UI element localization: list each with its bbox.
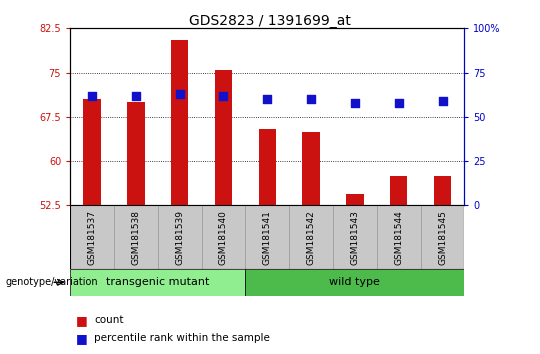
Text: GSM181543: GSM181543: [350, 210, 360, 265]
Bar: [158, 205, 201, 269]
Bar: [245, 269, 464, 296]
Point: [438, 98, 447, 104]
Text: transgenic mutant: transgenic mutant: [106, 277, 210, 287]
Point: [132, 93, 140, 98]
Point: [307, 96, 315, 102]
Bar: [421, 205, 464, 269]
Bar: [289, 205, 333, 269]
Bar: [70, 269, 245, 296]
Bar: [127, 102, 145, 205]
Bar: [114, 205, 158, 269]
Text: GSM181544: GSM181544: [394, 210, 403, 265]
Text: GDS2823 / 1391699_at: GDS2823 / 1391699_at: [189, 14, 351, 28]
Text: GSM181540: GSM181540: [219, 210, 228, 265]
Bar: [377, 205, 421, 269]
Text: ■: ■: [76, 332, 87, 344]
Point: [176, 91, 184, 97]
Text: GSM181538: GSM181538: [131, 210, 140, 266]
Bar: [434, 176, 451, 205]
Bar: [259, 129, 276, 205]
Bar: [70, 205, 114, 269]
Text: GSM181542: GSM181542: [307, 210, 315, 265]
Text: GSM181541: GSM181541: [263, 210, 272, 265]
Point: [394, 100, 403, 105]
Bar: [171, 40, 188, 205]
Point: [350, 100, 359, 105]
Bar: [215, 70, 232, 205]
Text: GSM181539: GSM181539: [175, 210, 184, 266]
Bar: [302, 132, 320, 205]
Text: percentile rank within the sample: percentile rank within the sample: [94, 333, 271, 343]
Bar: [83, 99, 101, 205]
Bar: [201, 205, 245, 269]
Bar: [346, 194, 363, 205]
Point: [263, 96, 272, 102]
Point: [219, 93, 228, 98]
Text: GSM181537: GSM181537: [87, 210, 97, 266]
Text: genotype/variation: genotype/variation: [5, 277, 98, 287]
Text: ■: ■: [76, 314, 87, 327]
Bar: [333, 205, 377, 269]
Text: count: count: [94, 315, 124, 325]
Point: [88, 93, 97, 98]
Bar: [245, 205, 289, 269]
Bar: [390, 176, 408, 205]
Text: GSM181545: GSM181545: [438, 210, 447, 265]
Text: wild type: wild type: [329, 277, 380, 287]
